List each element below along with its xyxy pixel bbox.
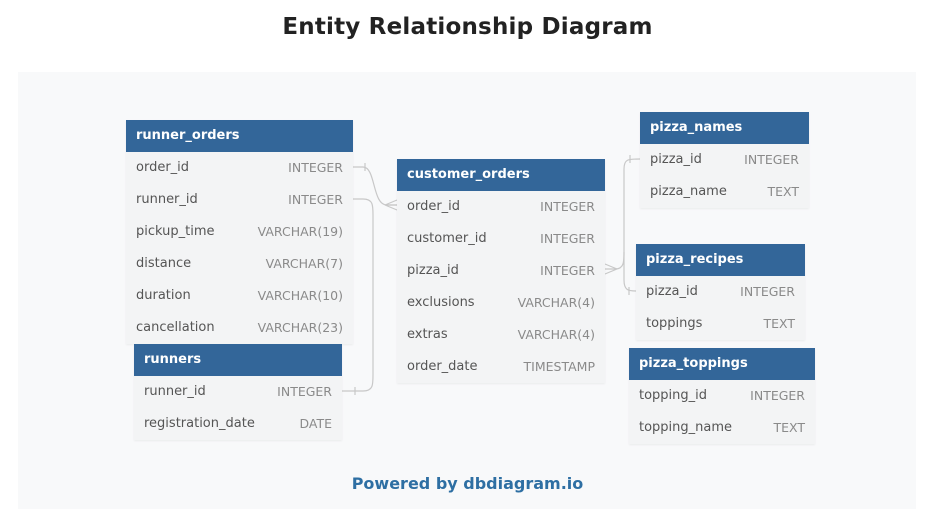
field-name: pizza_id (650, 152, 702, 167)
field-name: cancellation (136, 320, 215, 335)
table-row[interactable]: topping_name TEXT (629, 412, 815, 444)
table-header[interactable]: pizza_toppings (629, 348, 815, 380)
field-name: customer_id (407, 231, 487, 246)
table-pizza-toppings[interactable]: pizza_toppings topping_id INTEGER topping… (629, 348, 815, 444)
table-header[interactable]: customer_orders (397, 159, 605, 191)
footer-credit[interactable]: Powered by dbdiagram.io (351, 474, 584, 493)
table-pizza-recipes[interactable]: pizza_recipes pizza_id INTEGER toppings TE… (636, 244, 805, 340)
table-row[interactable]: distance VARCHAR(7) (126, 248, 353, 280)
field-type: TEXT (763, 316, 795, 331)
field-type: INTEGER (750, 388, 805, 403)
field-name: pizza_id (407, 263, 459, 278)
field-type: TIMESTAMP (523, 359, 595, 374)
table-row[interactable]: pizza_id INTEGER (640, 144, 809, 176)
table-row[interactable]: topping_id INTEGER (629, 380, 815, 412)
field-name: order_date (407, 359, 478, 374)
table-row[interactable]: runner_id INTEGER (126, 184, 353, 216)
field-type: DATE (299, 416, 332, 431)
field-type: VARCHAR(4) (517, 295, 595, 310)
field-name: pizza_name (650, 184, 727, 199)
table-runner-orders[interactable]: runner_orders order_id INTEGER runner_id I… (126, 120, 353, 344)
table-header[interactable]: runner_orders (126, 120, 353, 152)
field-type: INTEGER (740, 284, 795, 299)
table-pizza-names[interactable]: pizza_names pizza_id INTEGER pizza_name TE… (640, 112, 809, 208)
table-header[interactable]: pizza_names (640, 112, 809, 144)
field-name: toppings (646, 316, 703, 331)
field-type: INTEGER (288, 160, 343, 175)
table-row[interactable]: order_date TIMESTAMP (397, 351, 605, 383)
field-type: VARCHAR(19) (257, 224, 343, 239)
field-type: INTEGER (540, 231, 595, 246)
table-row[interactable]: pizza_name TEXT (640, 176, 809, 208)
field-type: INTEGER (540, 199, 595, 214)
table-header[interactable]: runners (134, 344, 342, 376)
field-name: distance (136, 256, 192, 271)
table-customer-orders[interactable]: customer_orders order_id INTEGER customer… (397, 159, 605, 383)
field-type: INTEGER (744, 152, 799, 167)
table-row[interactable]: extras VARCHAR(4) (397, 319, 605, 351)
table-row[interactable]: cancellation VARCHAR(23) (126, 312, 353, 344)
table-row[interactable]: toppings TEXT (636, 308, 805, 340)
field-name: order_id (407, 199, 461, 214)
field-name: topping_name (639, 420, 733, 435)
field-type: TEXT (767, 184, 799, 199)
field-type: INTEGER (277, 384, 332, 399)
table-row[interactable]: order_id INTEGER (126, 152, 353, 184)
table-row[interactable]: pickup_time VARCHAR(19) (126, 216, 353, 248)
field-name: exclusions (407, 295, 475, 310)
field-name: registration_date (144, 416, 255, 431)
field-name: pickup_time (136, 224, 215, 239)
field-type: VARCHAR(23) (257, 320, 343, 335)
field-name: extras (407, 327, 448, 342)
table-row[interactable]: pizza_id INTEGER (636, 276, 805, 308)
table-row[interactable]: customer_id INTEGER (397, 223, 605, 255)
field-name: topping_id (639, 388, 708, 403)
field-type: INTEGER (288, 192, 343, 207)
field-type: VARCHAR(10) (257, 288, 343, 303)
field-type: VARCHAR(7) (265, 256, 343, 271)
field-name: duration (136, 288, 191, 303)
table-row[interactable]: runner_id INTEGER (134, 376, 342, 408)
table-row[interactable]: exclusions VARCHAR(4) (397, 287, 605, 319)
field-type: INTEGER (540, 263, 595, 278)
field-name: pizza_id (646, 284, 698, 299)
field-name: runner_id (144, 384, 206, 399)
table-row[interactable]: duration VARCHAR(10) (126, 280, 353, 312)
page-title: Entity Relationship Diagram (282, 14, 653, 40)
field-name: order_id (136, 160, 190, 175)
field-type: TEXT (773, 420, 805, 435)
table-row[interactable]: pizza_id INTEGER (397, 255, 605, 287)
table-header[interactable]: pizza_recipes (636, 244, 805, 276)
field-type: VARCHAR(4) (517, 327, 595, 342)
table-row[interactable]: order_id INTEGER (397, 191, 605, 223)
field-name: runner_id (136, 192, 198, 207)
table-runners[interactable]: runners runner_id INTEGER registration_da… (134, 344, 342, 440)
table-row[interactable]: registration_date DATE (134, 408, 342, 440)
